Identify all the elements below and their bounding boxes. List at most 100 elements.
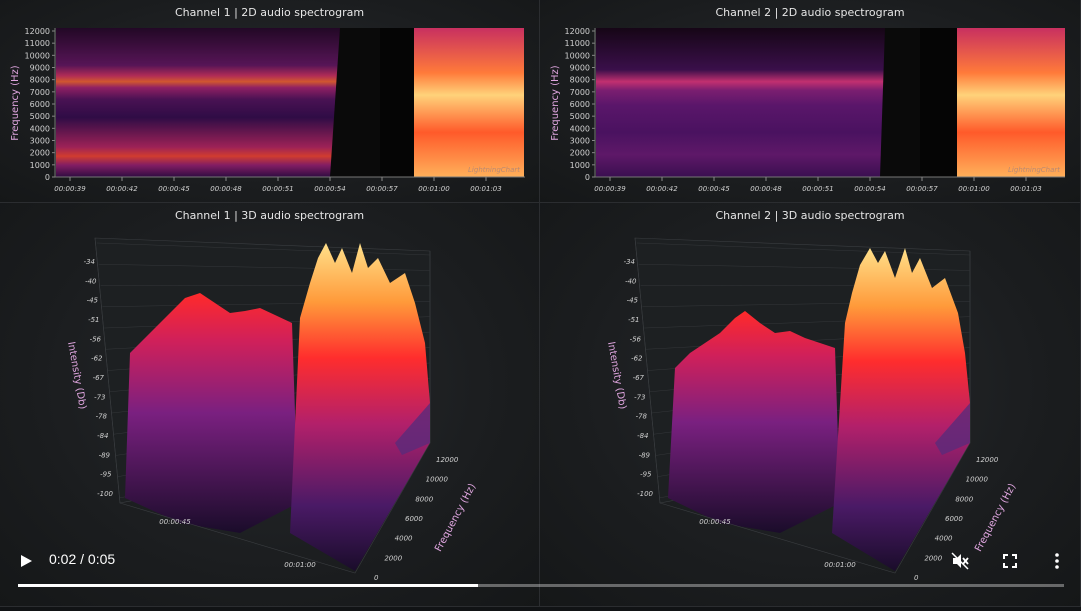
x-tick-label: 00:00:51	[262, 185, 293, 193]
y-tick-label: 2000	[30, 149, 50, 158]
y-tick-label: 10000	[25, 51, 50, 60]
x-ticks: 00:00:39 00:00:42 00:00:45 00:00:48 00:00:51…	[594, 177, 1041, 193]
x-tick-label: 00:01:00	[958, 185, 990, 193]
x-tick-label: 00:00:57	[366, 185, 398, 193]
chart-title: Channel 1 | 2D audio spectrogram	[0, 6, 539, 19]
video-controls: 0:02 / 0:05	[0, 540, 1081, 607]
z-tick-label: -34	[84, 258, 95, 266]
y-tick-label: 7000	[30, 88, 50, 97]
x-tick-label: 00:00:45	[698, 185, 730, 193]
fullscreen-icon[interactable]	[1000, 551, 1020, 571]
spectrogram-2d-ch2-chart: Frequency (Hz) 1200011000100009000800070…	[540, 0, 1081, 203]
time-tick-label: 00:00:45	[159, 518, 191, 526]
z-tick-label: -73	[634, 393, 645, 401]
y-tick-label: 0	[45, 173, 50, 182]
z-tick-label: -62	[631, 355, 643, 363]
x-tick-label: 00:00:48	[210, 185, 242, 193]
y-tick-label: 6000	[570, 100, 590, 109]
z-tick-label: -45	[627, 297, 639, 305]
z-tick-label: -34	[624, 258, 635, 266]
x-tick-label: 00:00:54	[854, 185, 885, 193]
watermark: LightningChart	[468, 166, 520, 174]
x-tick-label: 00:00:42	[106, 185, 138, 193]
frequency-tick-label: 12000	[436, 456, 459, 464]
y-tick-label: 1000	[570, 161, 590, 170]
z-tick-label: -67	[93, 374, 105, 382]
spectrogram-silence	[920, 28, 957, 177]
y-tick-label: 4000	[570, 124, 590, 133]
y-tick-label: 10000	[565, 51, 590, 60]
z-tick-label: -100	[637, 490, 653, 498]
z-tick-label: -73	[94, 393, 105, 401]
z-tick-label: -56	[90, 335, 102, 343]
chart-title: Channel 2 | 2D audio spectrogram	[540, 6, 1080, 19]
y-tick-label: 3000	[30, 137, 50, 146]
x-tick-label: 00:01:03	[470, 185, 501, 193]
x-tick-label: 00:00:48	[750, 185, 782, 193]
y-ticks: 1200011000100009000800070006000500040003…	[565, 27, 595, 182]
y-tick-label: 11000	[565, 39, 590, 48]
spectrogram-2d-ch2-panel: Channel 2 | 2D audio spectrogram Frequen…	[540, 0, 1081, 203]
more-options-icon[interactable]	[1047, 551, 1067, 571]
y-tick-label: 3000	[570, 137, 590, 146]
y-tick-label: 4000	[30, 124, 50, 133]
z-tick-label: -40	[85, 277, 97, 285]
spectrogram-region-burst	[957, 28, 1065, 177]
time-tick-label: 00:00:45	[699, 518, 731, 526]
z-tick-label: -84	[97, 432, 108, 440]
z-tick-label: -84	[637, 432, 648, 440]
y-tick-label: 2000	[570, 149, 590, 158]
x-tick-label: 00:01:03	[1010, 185, 1041, 193]
z-tick-label: -89	[99, 451, 111, 459]
z-tick-label: -51	[628, 316, 639, 324]
x-tick-label: 00:00:54	[314, 185, 345, 193]
y-tick-label: 7000	[570, 88, 590, 97]
x-tick-label: 00:00:42	[646, 185, 678, 193]
x-tick-label: 00:00:39	[594, 185, 626, 193]
x-tick-label: 00:01:00	[418, 185, 450, 193]
z-tick-label: -62	[91, 355, 103, 363]
y-ticks: 1200011000100009000800070006000500040003…	[25, 27, 55, 182]
z-tick-label: -78	[96, 413, 108, 421]
y-tick-label: 12000	[565, 27, 590, 36]
x-tick-label: 00:00:57	[906, 185, 938, 193]
z-tick-label: -89	[639, 451, 651, 459]
frequency-tick-label: 12000	[976, 456, 999, 464]
y-tick-label: 6000	[30, 100, 50, 109]
y-tick-label: 12000	[25, 27, 50, 36]
progress-fill	[18, 584, 478, 587]
y-tick-label: 0	[585, 173, 590, 182]
x-tick-label: 00:00:39	[54, 185, 86, 193]
spectrogram-region-main	[596, 28, 920, 177]
x-tick-label: 00:00:45	[158, 185, 190, 193]
spectrogram-2d-ch1-chart: Frequency (Hz) 1200011000100009000800070…	[0, 0, 540, 203]
progress-track[interactable]	[18, 584, 1064, 587]
spectrogram-fade	[880, 28, 920, 177]
spectrogram-2d-ch1-panel: Channel 1 | 2D audio spectrogram Frequen…	[0, 0, 540, 203]
y-axis-label: Frequency (Hz)	[10, 65, 21, 141]
z-axis-label: Intensity (Db)	[65, 341, 88, 411]
y-tick-label: 9000	[570, 64, 590, 73]
z-tick-label: -40	[625, 277, 637, 285]
play-icon[interactable]	[18, 553, 34, 569]
y-tick-label: 5000	[30, 112, 50, 121]
z-tick-label: -95	[640, 471, 652, 479]
watermark: LightningChart	[1008, 166, 1060, 174]
spectrogram-silence	[380, 28, 414, 177]
y-tick-label: 8000	[570, 76, 590, 85]
z-tick-label: -56	[630, 335, 642, 343]
frequency-tick-label: 8000	[415, 495, 433, 503]
frequency-tick-label: 8000	[955, 495, 973, 503]
time-display: 0:02 / 0:05	[49, 551, 115, 567]
frequency-tick-label: 10000	[966, 476, 989, 484]
frequency-tick-label: 6000	[405, 515, 423, 523]
z-tick-label: -78	[636, 413, 648, 421]
chart-title: Channel 2 | 3D audio spectrogram	[540, 209, 1080, 222]
z-tick-label: -51	[88, 316, 99, 324]
z-tick-label: -100	[97, 490, 113, 498]
y-tick-label: 9000	[30, 64, 50, 73]
z-tick-label: -95	[100, 471, 112, 479]
mute-icon[interactable]	[950, 551, 970, 571]
x-tick-label: 00:00:51	[802, 185, 833, 193]
spectrogram-region-burst	[414, 28, 524, 177]
